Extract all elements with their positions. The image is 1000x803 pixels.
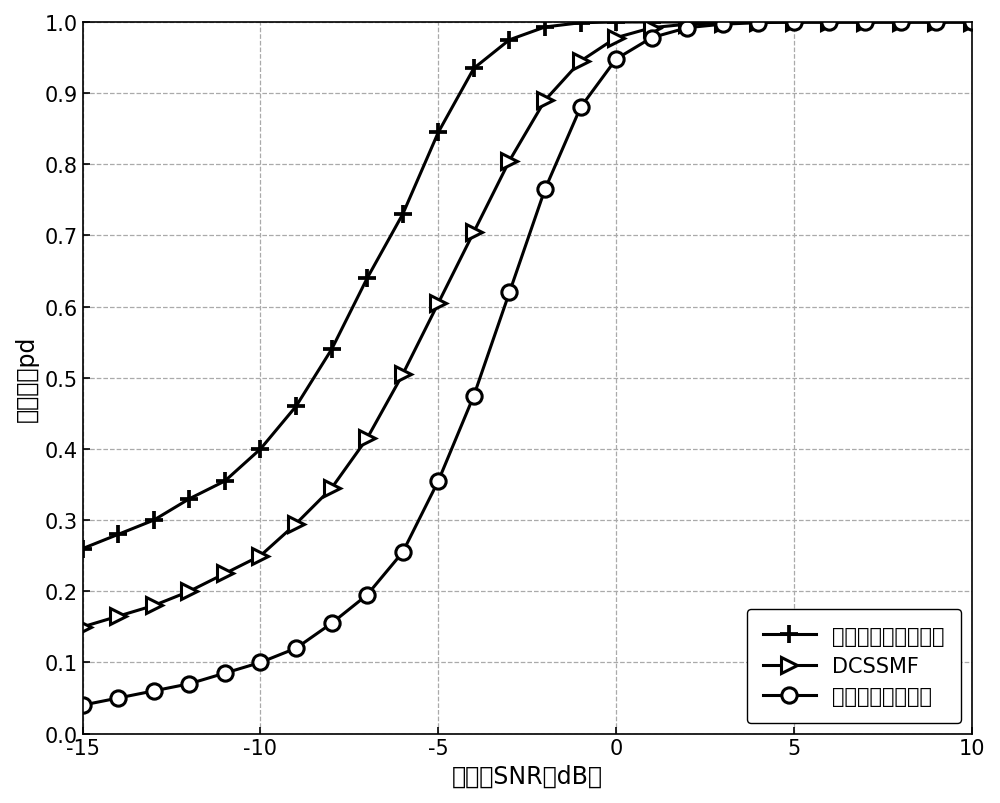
自适应双门限算法	[432, 476, 444, 486]
自适应双门限算法	[575, 104, 587, 113]
自适应双门限算法	[539, 185, 551, 195]
双门限协作改进算法	[183, 495, 195, 504]
Y-axis label: 检错概率pd: 检错概率pd	[15, 335, 39, 422]
双门限协作改进算法	[539, 23, 551, 33]
双门限协作改进算法	[788, 18, 800, 28]
DCSSMF	[148, 601, 160, 610]
双门限协作改进算法	[148, 516, 160, 525]
DCSSMF	[326, 483, 338, 493]
自适应双门限算法	[219, 668, 231, 678]
DCSSMF	[788, 18, 800, 28]
双门限协作改进算法	[361, 274, 373, 283]
双门限协作改进算法	[575, 18, 587, 28]
自适应双门限算法	[112, 693, 124, 703]
双门限协作改进算法	[77, 544, 89, 554]
DCSSMF	[361, 434, 373, 443]
自适应双门限算法	[966, 18, 978, 28]
双门限协作改进算法	[219, 476, 231, 486]
Legend: 双门限协作改进算法, DCSSMF, 自适应双门限算法: 双门限协作改进算法, DCSSMF, 自适应双门限算法	[747, 609, 961, 724]
自适应双门限算法	[77, 700, 89, 710]
自适应双门限算法	[290, 643, 302, 653]
DCSSMF	[290, 520, 302, 529]
双门限协作改进算法	[503, 36, 515, 46]
DCSSMF	[681, 20, 693, 30]
DCSSMF	[610, 34, 622, 43]
自适应双门限算法	[254, 658, 266, 667]
DCSSMF	[859, 18, 871, 28]
自适应双门限算法	[930, 18, 942, 28]
双门限协作改进算法	[895, 18, 907, 28]
DCSSMF	[112, 612, 124, 622]
自适应双门限算法	[717, 20, 729, 30]
自适应双门限算法	[183, 679, 195, 689]
双门限协作改进算法	[610, 18, 622, 28]
DCSSMF	[752, 18, 764, 28]
自适应双门限算法	[361, 590, 373, 600]
双门限协作改进算法	[290, 402, 302, 412]
Line: 双门限协作改进算法: 双门限协作改进算法	[74, 14, 981, 558]
X-axis label: 信噪比SNR（dB）: 信噪比SNR（dB）	[452, 764, 603, 788]
DCSSMF	[503, 157, 515, 166]
自适应双门限算法	[752, 18, 764, 28]
自适应双门限算法	[503, 288, 515, 298]
DCSSMF	[895, 18, 907, 28]
DCSSMF	[966, 18, 978, 28]
自适应双门限算法	[326, 618, 338, 628]
DCSSMF	[539, 96, 551, 106]
DCSSMF	[468, 228, 480, 238]
Line: DCSSMF: DCSSMF	[75, 15, 979, 634]
DCSSMF	[254, 551, 266, 560]
自适应双门限算法	[397, 548, 409, 557]
双门限协作改进算法	[681, 18, 693, 28]
DCSSMF	[930, 18, 942, 28]
DCSSMF	[77, 622, 89, 632]
DCSSMF	[183, 587, 195, 597]
自适应双门限算法	[823, 18, 835, 28]
自适应双门限算法	[788, 18, 800, 28]
DCSSMF	[432, 299, 444, 308]
DCSSMF	[646, 24, 658, 34]
双门限协作改进算法	[717, 18, 729, 28]
自适应双门限算法	[681, 24, 693, 34]
双门限协作改进算法	[326, 345, 338, 355]
双门限协作改进算法	[468, 64, 480, 74]
DCSSMF	[575, 57, 587, 67]
双门限协作改进算法	[646, 18, 658, 28]
DCSSMF	[219, 569, 231, 579]
双门限协作改进算法	[930, 18, 942, 28]
自适应双门限算法	[646, 34, 658, 43]
双门限协作改进算法	[432, 128, 444, 138]
自适应双门限算法	[468, 391, 480, 401]
DCSSMF	[397, 370, 409, 380]
自适应双门限算法	[895, 18, 907, 28]
双门限协作改进算法	[112, 530, 124, 540]
双门限协作改进算法	[397, 210, 409, 220]
双门限协作改进算法	[254, 445, 266, 454]
双门限协作改进算法	[823, 18, 835, 28]
双门限协作改进算法	[966, 18, 978, 28]
DCSSMF	[717, 18, 729, 28]
自适应双门限算法	[610, 55, 622, 65]
Line: 自适应双门限算法: 自适应双门限算法	[75, 15, 979, 713]
双门限协作改进算法	[859, 18, 871, 28]
自适应双门限算法	[148, 687, 160, 696]
双门限协作改进算法	[752, 18, 764, 28]
DCSSMF	[823, 18, 835, 28]
自适应双门限算法	[859, 18, 871, 28]
